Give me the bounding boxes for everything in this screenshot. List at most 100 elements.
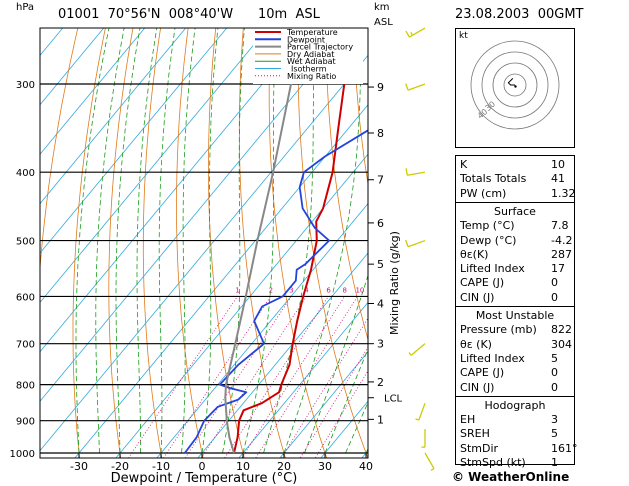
- height-tick-label: 1: [377, 413, 384, 426]
- legend-entry: Dewpoint: [287, 35, 325, 44]
- x-tick-label: -30: [70, 460, 88, 473]
- dry-adiabat-line: [142, 28, 163, 458]
- most-unstable-row: Pressure (mb) 822: [456, 323, 574, 337]
- station-title: 01001 70°56'N 008°40'W: [58, 7, 234, 22]
- wet-adiabat-line: [242, 28, 277, 454]
- pressure-tick-label: 800: [16, 381, 35, 392]
- index-value: 822: [551, 323, 572, 337]
- legend-entry: Isotherm: [291, 65, 327, 74]
- mixing-ratio-line: [127, 296, 238, 458]
- wind-barb-half-feather: [430, 468, 435, 471]
- section-divider: [456, 306, 574, 307]
- lcl-label: LCL: [384, 394, 403, 405]
- pressure-tick-label: 300: [16, 80, 35, 91]
- index-value: 0: [551, 366, 558, 380]
- index-label: StmDir: [460, 441, 499, 455]
- surface-row: Lifted Index 17: [456, 262, 574, 276]
- index-value: 5: [551, 427, 558, 441]
- legend-box: [253, 28, 363, 84]
- mixing-ratio-tick-label: 8: [343, 286, 347, 294]
- wind-barb-feather: [405, 83, 409, 91]
- mixing-ratio-tick-label: 10: [355, 286, 364, 294]
- index-label: Pressure (mb): [460, 323, 537, 337]
- wet-adiabat-line: [283, 28, 362, 454]
- height-tick-label: 8: [377, 127, 384, 140]
- pressure-tick-label: 600: [16, 292, 35, 303]
- isotherm-line: [40, 28, 187, 205]
- wind-barb-staff: [410, 343, 426, 356]
- dry-adiabat-line: [208, 28, 245, 458]
- mixing-ratio-tick-label: 6: [326, 286, 331, 294]
- datetime-label: 23.08.2003 00GMT: [455, 7, 584, 22]
- mixing-ratio-line: [163, 296, 271, 458]
- index-label: CIN (J): [460, 380, 495, 394]
- legend-entry: Temperature: [286, 28, 338, 37]
- wind-barb-staff: [418, 402, 426, 421]
- dry-adiabat-line: [40, 28, 79, 274]
- wind-barb-half-feather: [410, 31, 414, 36]
- wind-barb: [405, 83, 426, 91]
- wet-adiabat-line: [304, 274, 368, 454]
- mixing-ratio-line: [224, 296, 329, 458]
- wind-barb-feather: [405, 30, 410, 38]
- wind-barb: [421, 429, 426, 448]
- mixing-ratio-tick-label: 25: [411, 286, 420, 294]
- isotherm-line: [40, 28, 105, 106]
- wind-barb: [405, 168, 426, 176]
- isotherm-line: [74, 104, 368, 458]
- index-value: 287: [551, 247, 572, 261]
- dry-adiabat-line: [599, 16, 629, 468]
- wet-adiabat-line: [324, 347, 368, 454]
- isotherm-line: [40, 28, 269, 304]
- x-tick-label: 20: [277, 460, 291, 473]
- most-unstable-row: Lifted Index 5: [456, 352, 574, 366]
- pressure-tick-label: 700: [16, 340, 35, 351]
- wet-adiabat-line: [263, 28, 315, 454]
- isotherm-line: [40, 28, 351, 402]
- wet-adiabat-line: [201, 28, 219, 454]
- dry-adiabat-line: [108, 28, 134, 458]
- most-unstable-row: θε (K) 304: [456, 338, 574, 352]
- isotherm-line: [156, 202, 368, 458]
- most-unstable-row: CAPE (J) 0: [456, 366, 574, 380]
- hodograph-unit-label: kt: [459, 31, 468, 41]
- isotherm-line: [238, 301, 368, 458]
- wet-adiabat-line: [95, 28, 125, 454]
- legend-entry: Mixing Ratio: [287, 72, 336, 81]
- legend-entry: Dry Adiabat: [287, 50, 334, 59]
- mixing-ratio-line: [200, 296, 307, 458]
- wind-barb-half-feather: [408, 352, 412, 356]
- hodograph-row: StmSpd (kt) 1: [456, 456, 574, 470]
- mixing-ratio-tick-label: 1: [235, 286, 239, 294]
- copyright-label: © WeatherOnline: [452, 470, 570, 484]
- legend-entry: Wet Adiabat: [287, 57, 336, 66]
- height-tick-label: 6: [377, 217, 384, 230]
- mixing-ratio-axis-label: Mixing Ratio (g/kg): [388, 231, 401, 335]
- mixing-ratio-line: [255, 296, 358, 458]
- wet-adiabat-line: [136, 28, 158, 453]
- wind-barb-feather: [405, 168, 408, 176]
- mixing-ratio-tick-label: 3: [289, 286, 293, 294]
- most-unstable-section-title: Most Unstable: [475, 309, 555, 322]
- pressure-tick-label: 500: [16, 237, 35, 248]
- index-value: 10: [551, 158, 565, 171]
- dry-adiabat-line: [238, 28, 286, 458]
- index-label: Temp (°C): [460, 219, 515, 233]
- index-row: K 10: [456, 158, 574, 172]
- wind-barb-half-feather: [415, 418, 420, 421]
- wet-adiabat-line: [158, 28, 176, 454]
- height-tick-label: 4: [377, 298, 384, 311]
- dry-adiabat-line: [72, 28, 106, 458]
- height-tick-label: 5: [377, 258, 384, 271]
- index-label: θε (K): [460, 337, 492, 351]
- index-value: 0: [551, 276, 558, 290]
- hodograph-ring: [492, 62, 538, 108]
- series-dewpoint: [184, 129, 368, 454]
- wind-barb-feather: [405, 239, 409, 247]
- surface-row: CIN (J) 0: [456, 291, 574, 305]
- pressure-tick-label: 900: [16, 417, 35, 428]
- index-label: CAPE (J): [460, 366, 505, 380]
- isotherm-line: [40, 54, 368, 452]
- x-tick-label: 30: [318, 460, 332, 473]
